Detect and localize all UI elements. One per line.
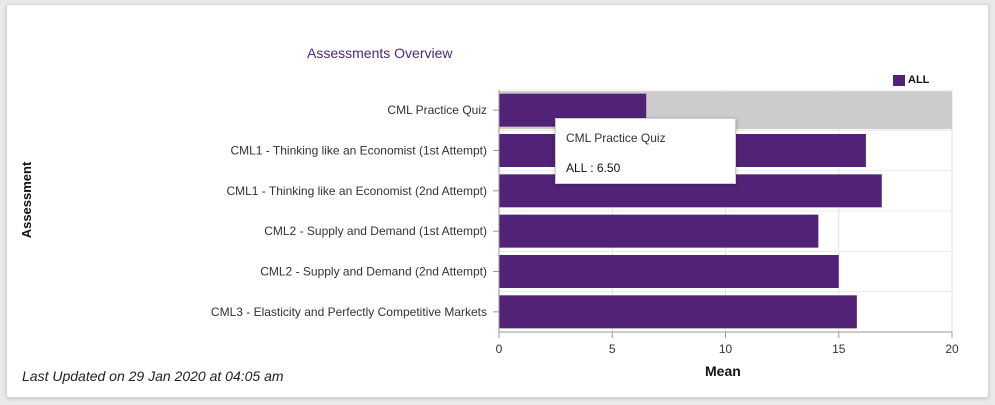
x-tick-label: 20: [945, 342, 959, 356]
x-axis-label: Mean: [705, 363, 741, 379]
x-tick-label: 5: [609, 342, 616, 356]
y-tick-label: CML2 - Supply and Demand (2nd Attempt): [260, 265, 487, 279]
y-tick-label: CML2 - Supply and Demand (1st Attempt): [264, 224, 487, 238]
chart-tooltip: CML Practice Quiz ALL : 6.50: [555, 118, 736, 184]
bar[interactable]: [499, 255, 839, 288]
legend-label: ALL: [908, 74, 930, 86]
bar[interactable]: [499, 295, 857, 329]
legend-swatch: [893, 74, 905, 86]
y-tick-label: CML1 - Thinking like an Economist (1st A…: [230, 144, 487, 158]
tooltip-value: ALL : 6.50: [566, 161, 621, 175]
tooltip-title: CML Practice Quiz: [566, 131, 666, 145]
x-tick-label: 10: [719, 342, 733, 356]
x-tick-label: 0: [496, 342, 503, 356]
chart-title: Assessments Overview: [307, 45, 453, 61]
last-updated-text: Last Updated on 29 Jan 2020 at 04:05 am: [22, 368, 284, 384]
x-tick-label: 15: [832, 342, 846, 356]
y-tick-label: CML1 - Thinking like an Economist (2nd A…: [226, 184, 487, 198]
y-tick-label: CML3 - Elasticity and Perfectly Competit…: [211, 305, 487, 319]
y-tick-label: CML Practice Quiz: [387, 103, 487, 117]
legend[interactable]: ALL: [893, 74, 929, 86]
bar[interactable]: [499, 214, 819, 248]
